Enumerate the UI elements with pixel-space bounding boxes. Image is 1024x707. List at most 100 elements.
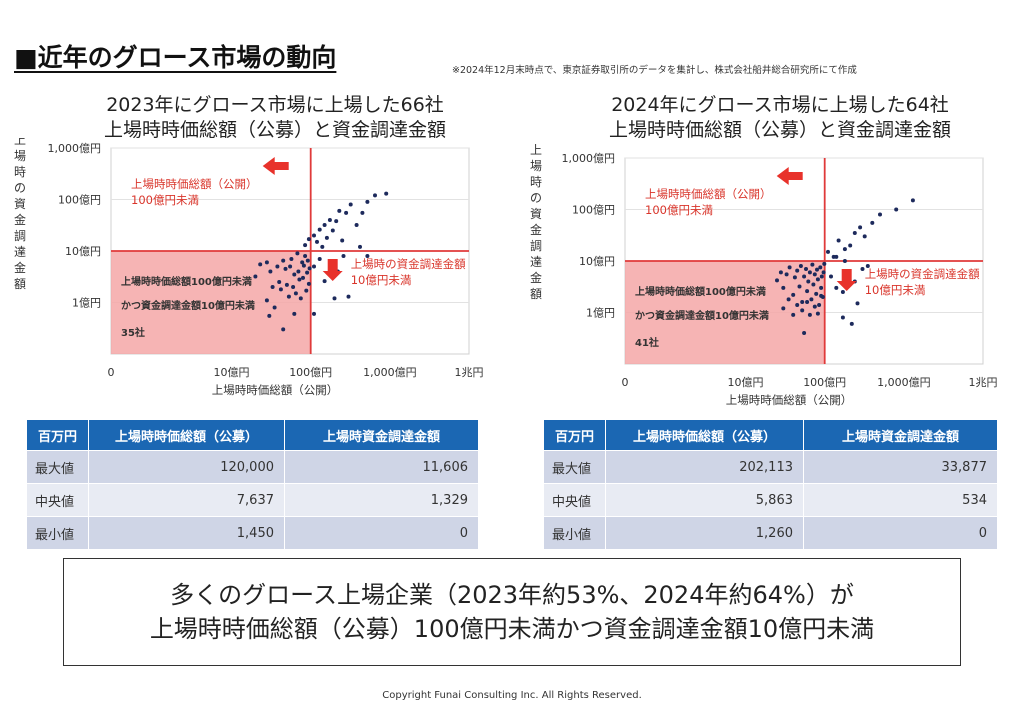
y-tick-label: 100億円 [572,204,615,217]
data-point [792,275,797,280]
y-axis-label: 調 [530,239,542,253]
data-point [804,267,808,271]
chart-title-line: 2023年にグロース市場に上場した66社 [106,94,444,116]
header-funding: 上場時資金調達金額 [284,419,479,451]
y-axis-label: 金 [530,222,542,237]
data-point [253,274,258,279]
data-point [778,270,783,275]
y-axis-label: 資 [14,197,26,211]
market-cap-value: 120,000 [88,450,285,484]
data-point [358,244,362,249]
y-axis-label: の [530,191,542,205]
data-point [317,227,322,232]
y-axis-label: 場 [14,149,26,163]
data-point [855,301,860,306]
y-axis-label: 達 [530,255,542,269]
chart-title-2023: 2023年にグロース市場に上場した66社 上場時時価総額（公募）と資金調達金額 [40,93,510,143]
summary-box: 多くのグロース上場企業（2023年約53%、2024年約64%）が 上場時時価総… [63,558,961,666]
table-row: 最小値 1,260 0 [543,516,998,550]
data-point [814,291,819,296]
data-point [805,289,810,294]
market-cap-value: 5,863 [605,483,804,517]
annotation-right: 上場時の資金調達金額 [351,257,466,271]
y-tick-label: 100億円 [58,194,101,207]
data-point [842,259,847,263]
y-axis-label: 金 [530,270,542,285]
funding-value: 1,329 [284,483,479,517]
row-label: 中央値 [543,483,606,517]
data-point [840,315,845,320]
data-point [860,267,865,271]
data-point [341,254,346,258]
data-point [365,199,370,204]
data-point [268,269,273,274]
annotation-right: 10億円未満 [351,273,412,287]
source-note: ※2024年12月末時点で、東京証券取引所のデータを集計し、株式会社船井総合研究… [452,65,857,76]
data-point [819,274,824,279]
header-unit: 百万円 [543,419,606,451]
row-label: 最大値 [26,450,89,484]
data-point [312,311,316,316]
data-point [317,257,322,261]
table-row: 最小値 1,450 0 [26,516,479,550]
data-point [360,210,365,215]
x-tick-label: 10億円 [728,376,764,389]
y-axis-label: 金 [14,260,26,275]
data-point [297,277,302,282]
data-point [354,223,359,227]
data-point [870,220,875,225]
funding-value: 11,606 [284,450,479,484]
data-point [858,225,863,230]
chart-title-line: 2024年にグロース市場に上場した64社 [611,94,949,116]
data-point [332,296,337,301]
data-point [301,263,306,268]
x-tick-label: 1兆円 [969,376,998,389]
data-point [806,279,811,284]
data-point [295,251,300,256]
data-point [795,303,800,307]
funding-value: 0 [803,516,998,550]
table-row: 最大値 202,113 33,877 [543,450,998,484]
market-cap-value: 1,260 [605,516,804,550]
funding-value: 33,877 [803,450,998,484]
annotation-upper-left: 100億円未満 [131,193,199,207]
data-point [337,208,342,213]
data-point [822,261,827,266]
data-point [798,264,803,268]
data-point [289,257,294,261]
data-point [272,305,277,310]
data-point [292,311,297,316]
data-point [264,298,269,303]
y-tick-label: 1,000億円 [562,152,616,165]
data-point [849,321,854,326]
x-tick-label: 1,000億円 [877,376,931,389]
data-point [834,254,839,259]
data-point [807,312,812,317]
data-point [264,260,269,265]
data-point [315,239,319,244]
arrow-down-icon [836,269,857,291]
data-point [373,193,377,198]
summary-line-1: 多くのグロース上場企業（2023年約53%、2024年約64%）が [170,581,854,609]
stats-table-2024: 百万円 上場時時価総額（公募） 上場時資金調達金額 最大値 202,113 33… [543,419,998,550]
data-point [365,254,370,258]
chart-subtitle-line: 上場時時価総額（公募）と資金調達金額 [608,119,951,141]
data-point [836,238,841,243]
data-point [807,270,812,275]
data-point [320,244,325,249]
data-point [817,303,822,307]
annotation-lower-left: 上場時時価総額100億円未満 [121,275,252,288]
data-point [267,313,272,318]
data-point [312,264,316,269]
row-label: 最小値 [26,516,89,550]
data-point [340,238,345,243]
data-point [346,294,351,299]
data-point [277,280,282,284]
data-point [270,285,275,289]
table-row: 中央値 5,863 534 [543,483,998,517]
data-point [344,210,349,215]
y-axis-label: の [14,181,26,195]
data-point [303,254,308,258]
data-point [312,233,316,238]
